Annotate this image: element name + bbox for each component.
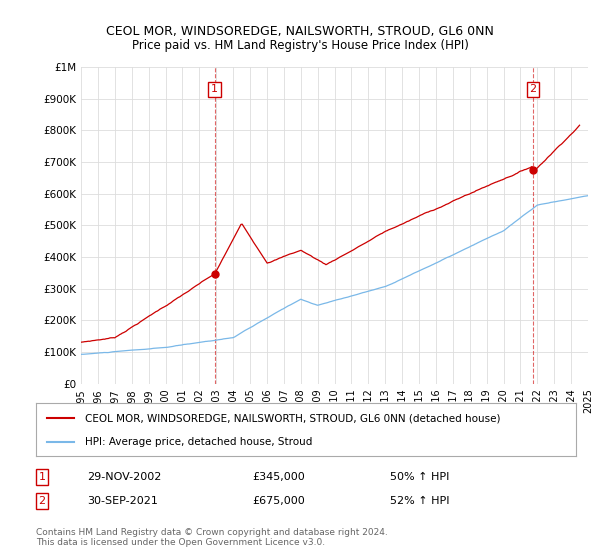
Text: £345,000: £345,000 bbox=[252, 472, 305, 482]
Text: 50% ↑ HPI: 50% ↑ HPI bbox=[390, 472, 449, 482]
Text: 1: 1 bbox=[38, 472, 46, 482]
Text: 2: 2 bbox=[530, 85, 536, 94]
Text: 30-SEP-2021: 30-SEP-2021 bbox=[87, 496, 158, 506]
Text: £675,000: £675,000 bbox=[252, 496, 305, 506]
Text: Price paid vs. HM Land Registry's House Price Index (HPI): Price paid vs. HM Land Registry's House … bbox=[131, 39, 469, 52]
Text: HPI: Average price, detached house, Stroud: HPI: Average price, detached house, Stro… bbox=[85, 436, 312, 446]
Text: CEOL MOR, WINDSOREDGE, NAILSWORTH, STROUD, GL6 0NN (detached house): CEOL MOR, WINDSOREDGE, NAILSWORTH, STROU… bbox=[85, 413, 500, 423]
Text: 52% ↑ HPI: 52% ↑ HPI bbox=[390, 496, 449, 506]
Text: 2: 2 bbox=[38, 496, 46, 506]
Text: 29-NOV-2002: 29-NOV-2002 bbox=[87, 472, 161, 482]
Text: Contains HM Land Registry data © Crown copyright and database right 2024.
This d: Contains HM Land Registry data © Crown c… bbox=[36, 528, 388, 547]
Text: CEOL MOR, WINDSOREDGE, NAILSWORTH, STROUD, GL6 0NN: CEOL MOR, WINDSOREDGE, NAILSWORTH, STROU… bbox=[106, 25, 494, 38]
Text: 1: 1 bbox=[211, 85, 218, 94]
